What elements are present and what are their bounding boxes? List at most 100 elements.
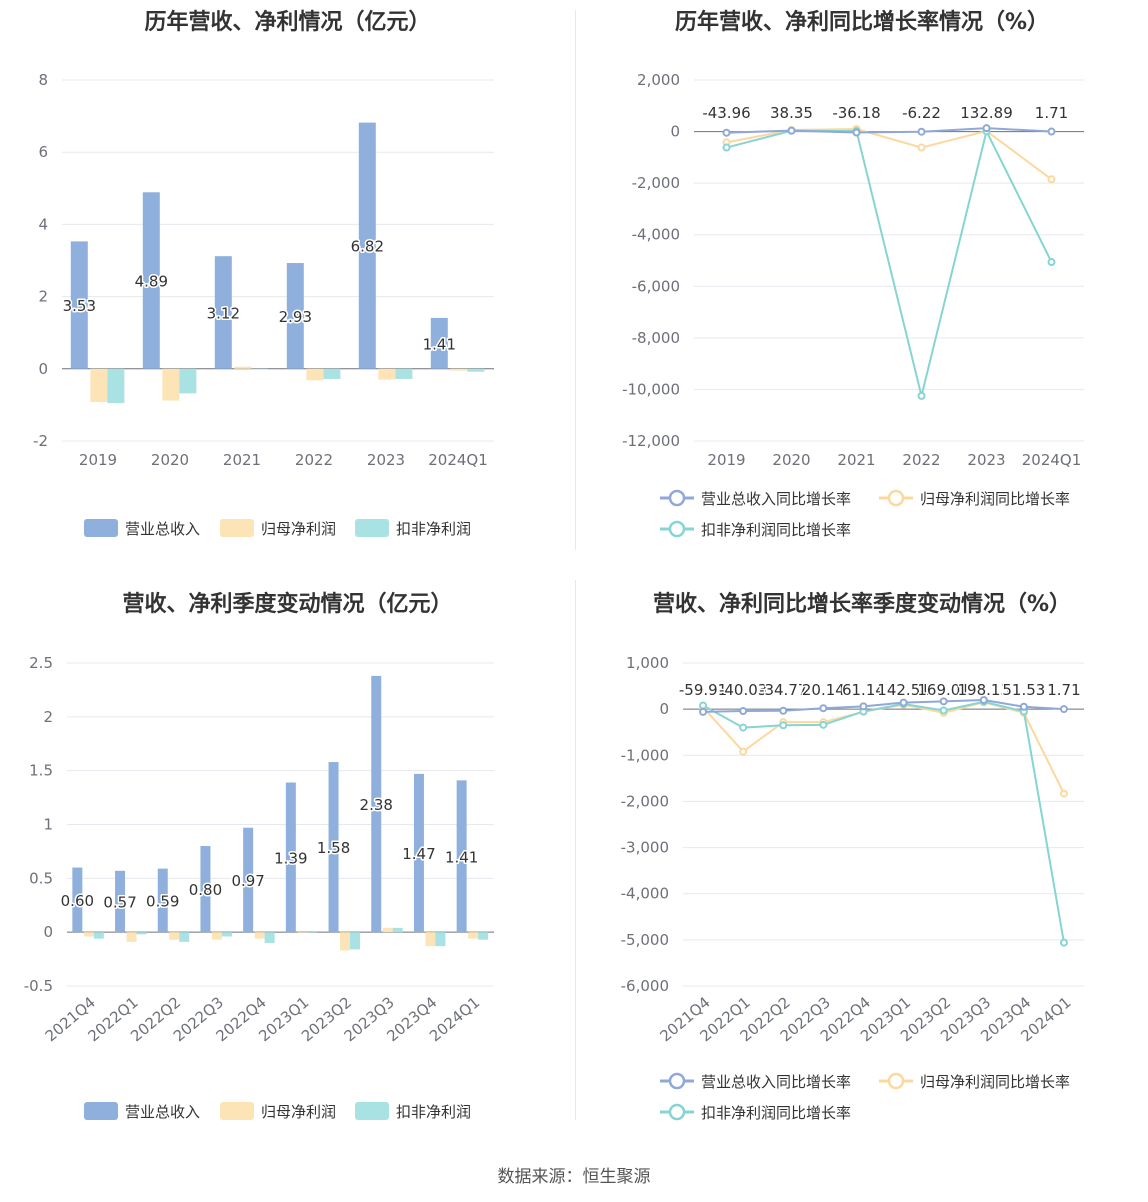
series-line bbox=[703, 698, 1065, 713]
data-source-note: 数据来源：恒生聚源 bbox=[497, 1167, 651, 1187]
legend-label: 扣非净利润 bbox=[396, 1103, 471, 1121]
legend-label: 营业总收入 bbox=[125, 520, 200, 538]
y-tick-label: 0 bbox=[670, 123, 680, 141]
legend-swatch bbox=[84, 1102, 118, 1120]
series-line bbox=[726, 127, 1053, 181]
bar bbox=[467, 368, 485, 372]
series-point bbox=[852, 128, 861, 137]
series-point bbox=[779, 706, 788, 715]
series-point bbox=[739, 706, 748, 715]
series-point bbox=[1059, 789, 1068, 798]
bar bbox=[435, 932, 446, 947]
data-label: 1.41 bbox=[445, 848, 478, 866]
quarterly-growth-title: 营收、净利同比增长率季度变动情况（%） bbox=[652, 592, 1072, 617]
series-point bbox=[899, 698, 908, 707]
series-point bbox=[939, 697, 948, 706]
x-tick-label: 2020 bbox=[151, 451, 189, 469]
legend-swatch bbox=[355, 519, 389, 537]
data-label: 198.13 bbox=[958, 681, 1011, 699]
bar bbox=[90, 368, 108, 403]
legend-label: 归母净利润 bbox=[261, 1103, 336, 1121]
y-tick-label: 1 bbox=[43, 816, 53, 834]
data-label: 20.14 bbox=[802, 681, 845, 699]
bar bbox=[254, 932, 265, 939]
legend-marker bbox=[887, 489, 905, 507]
bar bbox=[142, 192, 160, 369]
bar bbox=[107, 368, 125, 404]
bar bbox=[395, 368, 413, 379]
legend-label: 归母净利润 bbox=[261, 520, 336, 538]
bar bbox=[234, 366, 252, 369]
series-point bbox=[1059, 938, 1068, 947]
bar bbox=[392, 927, 403, 933]
bar bbox=[214, 256, 232, 369]
annual-growth-chart: -12,000 -10,000 -8,000 -6,000 -4,000 -2,000 0 2… bbox=[622, 71, 1084, 539]
y-tick-label: -6,000 bbox=[632, 277, 680, 295]
bar bbox=[297, 932, 308, 933]
y-tick-label: 0 bbox=[659, 700, 669, 718]
x-tick-label: 2022 bbox=[295, 451, 333, 469]
series-point bbox=[787, 126, 796, 135]
x-tick-label: 2021 bbox=[223, 451, 261, 469]
series-line bbox=[726, 127, 1052, 134]
x-tick-label: 2021 bbox=[837, 451, 875, 469]
data-label: -6.22 bbox=[902, 104, 941, 122]
data-label: -34.77 bbox=[759, 681, 807, 699]
annual-amount-chart: -2 0 2 4 6 8 2019 2020 2021 2022 2023 2024Q1 3.53 4.8… bbox=[33, 71, 494, 538]
legend-marker bbox=[887, 1072, 905, 1090]
bar bbox=[169, 932, 180, 940]
bar bbox=[286, 263, 304, 369]
data-label: 169.01 bbox=[917, 681, 970, 699]
data-label: 61.14 bbox=[842, 681, 885, 699]
data-label: 1.39 bbox=[274, 849, 307, 867]
annual-amount-panel: 历年营收、净利情况（亿元） -2 0 2 4 6 8 2019 2020 2021 2022 202… bbox=[0, 0, 575, 560]
y-tick-label: 1,000 bbox=[626, 654, 669, 672]
series-point bbox=[1019, 702, 1028, 711]
bar bbox=[328, 762, 339, 933]
legend-swatch bbox=[84, 519, 118, 537]
annual-amount-title: 历年营收、净利情况（亿元） bbox=[144, 10, 431, 35]
data-label: 0.97 bbox=[231, 872, 264, 890]
x-tick-label: 2024Q1 bbox=[1022, 451, 1082, 469]
y-tick-label: 2 bbox=[43, 708, 53, 726]
series-point bbox=[699, 707, 708, 716]
series-point bbox=[1047, 127, 1056, 136]
data-label: 2.93 bbox=[279, 308, 312, 326]
series-point bbox=[939, 706, 948, 715]
series-point bbox=[699, 701, 708, 710]
legend-swatch bbox=[355, 1102, 389, 1120]
series-point bbox=[819, 720, 828, 729]
x-tick-label: 2019 bbox=[79, 451, 117, 469]
data-label: 1.47 bbox=[402, 845, 435, 863]
bar bbox=[126, 932, 137, 942]
x-tick-label: 2020 bbox=[772, 451, 810, 469]
quarterly-amount-chart: -0.500.511.522.52021Q42022Q12022Q22022Q3… bbox=[24, 654, 494, 1121]
panel-divider bbox=[575, 580, 576, 1120]
legend-label: 归母净利润同比增长率 bbox=[920, 490, 1070, 508]
quarterly-growth-chart: -6,000 -5,000 -4,000 -3,000 -2,000 -1,000 0 1,0… bbox=[621, 654, 1084, 1122]
bar bbox=[450, 368, 468, 371]
bar bbox=[72, 867, 83, 933]
bar bbox=[456, 780, 467, 933]
panel-divider bbox=[575, 10, 576, 550]
bar bbox=[115, 870, 126, 933]
data-label: 142.51 bbox=[877, 681, 930, 699]
series-point bbox=[1047, 175, 1056, 184]
bar bbox=[264, 932, 275, 943]
bar bbox=[179, 368, 197, 394]
bar bbox=[93, 932, 104, 939]
legend-swatch bbox=[220, 1102, 254, 1120]
data-label: 2.38 bbox=[360, 796, 393, 814]
legend-swatch bbox=[220, 519, 254, 537]
data-label: 0.57 bbox=[103, 893, 136, 911]
y-tick-label: 0 bbox=[38, 360, 48, 378]
series-line bbox=[726, 128, 1053, 397]
bar bbox=[200, 846, 211, 933]
series-point bbox=[722, 143, 731, 152]
series-point bbox=[859, 702, 868, 711]
legend-marker bbox=[668, 520, 686, 538]
x-tick-label: 2019 bbox=[707, 451, 745, 469]
bar bbox=[350, 932, 361, 950]
bar bbox=[221, 932, 232, 937]
y-tick-label: -3,000 bbox=[621, 839, 669, 857]
